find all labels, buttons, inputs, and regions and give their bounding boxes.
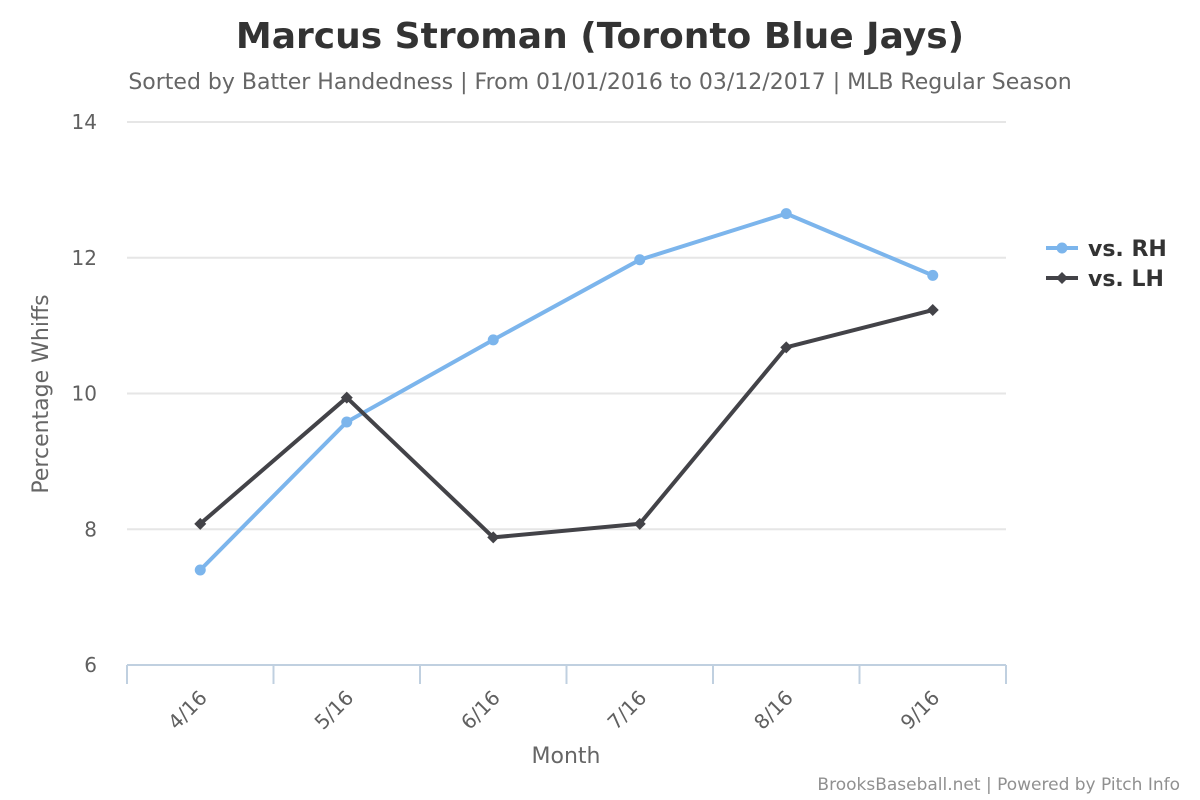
data-point[interactable]: [487, 334, 499, 346]
data-point[interactable]: [927, 269, 939, 281]
chart-subtitle: Sorted by Batter Handedness | From 01/01…: [128, 70, 1071, 95]
y-tick-label: 12: [72, 246, 97, 270]
x-axis-title: Month: [532, 744, 601, 769]
data-point[interactable]: [633, 517, 646, 530]
series-line[interactable]: [198, 211, 935, 572]
legend-item-vs-lh[interactable]: vs. LH: [1046, 267, 1164, 292]
legend-label: vs. RH: [1088, 237, 1167, 262]
data-point[interactable]: [341, 416, 353, 428]
data-point[interactable]: [780, 341, 793, 354]
x-tick-label: 6/16: [456, 686, 505, 735]
y-tick-label: 6: [84, 653, 97, 677]
data-point[interactable]: [926, 304, 939, 317]
data-point[interactable]: [487, 531, 500, 544]
series-vs-rh[interactable]: [194, 208, 939, 576]
y-tick-label: 10: [72, 382, 97, 406]
x-axis: [126, 664, 1007, 684]
x-tick-label: 8/16: [749, 686, 798, 735]
legend-item-vs-rh[interactable]: vs. RH: [1046, 237, 1167, 262]
y-axis-tick-labels: 6 8 10 12 14: [72, 110, 97, 677]
data-point[interactable]: [194, 564, 206, 576]
legend-label: vs. LH: [1088, 267, 1164, 292]
credits[interactable]: BrooksBaseball.net | Powered by Pitch In…: [817, 775, 1180, 795]
series-line[interactable]: [198, 308, 935, 540]
legend[interactable]: vs. RH vs. LH: [1046, 237, 1167, 292]
x-tick-label: 7/16: [603, 686, 652, 735]
x-axis-tick-labels: 4/16 5/16 6/16 7/16 8/16 9/16: [163, 686, 944, 735]
legend-marker: [1056, 242, 1068, 254]
data-point[interactable]: [634, 254, 646, 266]
x-tick-label: 9/16: [896, 686, 945, 735]
legend-marker: [1056, 272, 1068, 284]
y-axis-title: Percentage Whiffs: [29, 294, 54, 493]
data-point[interactable]: [780, 208, 792, 220]
x-tick-label: 5/16: [310, 686, 359, 735]
series-vs-lh[interactable]: [194, 304, 939, 544]
chart-title: Marcus Stroman (Toronto Blue Jays): [236, 16, 964, 57]
data-point[interactable]: [194, 517, 207, 530]
y-tick-label: 14: [72, 110, 97, 134]
plot-series: [194, 208, 939, 576]
x-tick-label: 4/16: [163, 686, 212, 735]
y-tick-label: 8: [84, 517, 97, 541]
data-point[interactable]: [340, 391, 353, 404]
